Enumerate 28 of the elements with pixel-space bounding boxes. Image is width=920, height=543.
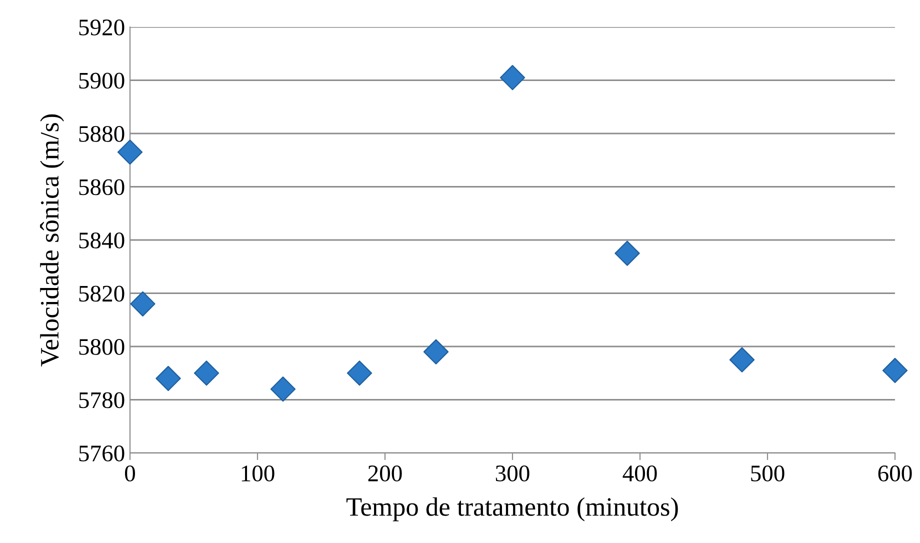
x-tick-label: 300 bbox=[496, 465, 530, 482]
point bbox=[130, 291, 156, 316]
point bbox=[346, 360, 372, 386]
y-tick-label: 5860 bbox=[79, 179, 124, 196]
y-tick-label: 5800 bbox=[79, 338, 124, 355]
point bbox=[729, 347, 755, 372]
y-tick-label: 5760 bbox=[79, 445, 124, 462]
point bbox=[270, 376, 296, 402]
y-tick-label: 5840 bbox=[79, 232, 124, 248]
y-axis-title: Velocidade sônica (m/s) bbox=[40, 114, 64, 366]
x-tick-label: 500 bbox=[751, 465, 784, 482]
y-tick-label: 5900 bbox=[79, 72, 124, 89]
point bbox=[882, 358, 908, 384]
point bbox=[614, 240, 640, 266]
point bbox=[423, 339, 449, 364]
point bbox=[500, 65, 526, 90]
y-tick-label: 5780 bbox=[79, 392, 124, 408]
x-tick-label: 0 bbox=[124, 465, 136, 482]
x-tick-label: 600 bbox=[878, 465, 912, 482]
x-tick-label: 100 bbox=[242, 465, 274, 482]
x-tick-label: 200 bbox=[368, 465, 402, 482]
point bbox=[156, 366, 181, 392]
y-tick-label: 5820 bbox=[79, 286, 124, 302]
y-tick-label: 5880 bbox=[79, 126, 124, 142]
point bbox=[194, 360, 220, 386]
x-tick-label: 400 bbox=[622, 465, 657, 482]
x-axis-title: Tempo de tratamento (minutos) bbox=[346, 497, 678, 522]
y-tick-label: 5920 bbox=[79, 19, 124, 36]
